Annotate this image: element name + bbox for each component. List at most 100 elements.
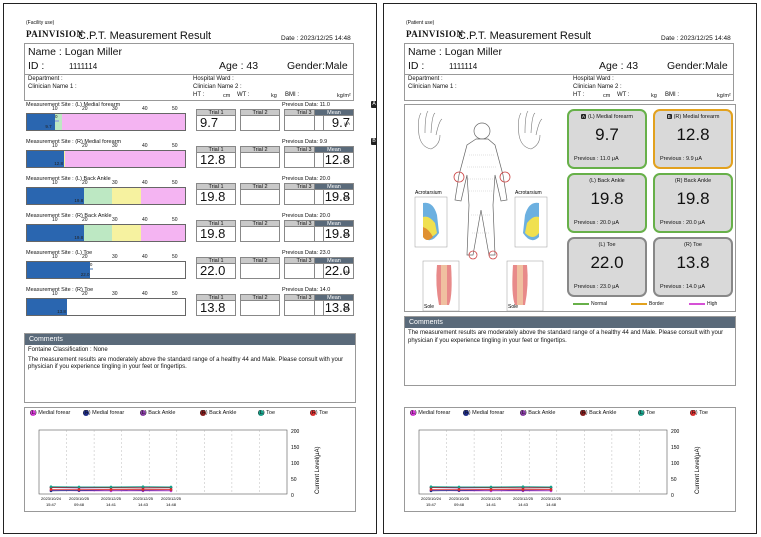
x-date-label: 2023/12/25: [481, 496, 502, 501]
trial-1-cell: Trial 1 19.8: [196, 220, 236, 242]
trial-value: [240, 153, 280, 168]
trial-1-cell: Trial 1 19.8: [196, 183, 236, 205]
card-value: 12.8: [676, 125, 710, 144]
series-point: [169, 488, 173, 491]
range-bar: 9.912.8: [26, 150, 186, 168]
scale-tick: 30: [112, 106, 118, 112]
sole-right-label: Sole: [508, 304, 518, 310]
y-tick-label: 100: [671, 461, 680, 467]
mean-value: 19.8 μA: [314, 190, 354, 205]
sole-left-icon: [422, 260, 460, 311]
x-date-label: 2023/10/25: [449, 496, 470, 501]
scale-tick: 10: [52, 180, 58, 186]
status-legend-item: Border: [631, 301, 664, 307]
report-title: C.P.T. Measurement Result: [458, 30, 592, 42]
mean-cell: Mean 22.0 μA: [314, 257, 354, 279]
weight-label: WT :: [617, 92, 630, 98]
hospital-ward: Hospital Ward :: [193, 76, 234, 82]
scale-tick: 20: [82, 291, 88, 297]
series-point: [141, 488, 145, 491]
patient-info: Name : Logan Miller ID : 1111114 Age : 4…: [24, 43, 354, 101]
current-level-bar: [27, 114, 55, 130]
mean-value: 13.8 μA: [314, 301, 354, 316]
previous-data: Previous Data: 14.0: [282, 287, 331, 293]
x-time-label: 14:43: [138, 502, 149, 507]
current-level-label: 13.8: [57, 309, 66, 314]
patient-id-label: ID :: [408, 60, 425, 72]
range-scale: 10 20 30 40 50: [26, 291, 186, 297]
x-time-label: 14:43: [518, 502, 529, 507]
trial-1-cell: Trial 1 13.8: [196, 294, 236, 316]
scale-tick: 40: [142, 143, 148, 149]
current-level-bar: [27, 151, 64, 167]
scale-tick: 30: [112, 143, 118, 149]
trial-value: 19.8: [196, 190, 236, 205]
range-bar: 11.09.7: [26, 113, 186, 131]
scale-tick: 50: [172, 217, 178, 223]
range-scale: 10 20 30 40 50: [26, 143, 186, 149]
x-time-label: 15:47: [46, 502, 57, 507]
measurement-site: Measurement Site : (L) Toe: [26, 250, 93, 256]
unit-label: μA: [344, 232, 350, 237]
trial-value: 9.7: [196, 116, 236, 131]
usage-tag: (Patient use): [406, 20, 435, 26]
card-title: (R) Toe: [684, 242, 702, 248]
result-card: (R) Back Ankle 19.8 Previous : 20.0 μA: [653, 173, 733, 233]
scale-tick: 50: [172, 291, 178, 297]
scale-tick: 30: [112, 217, 118, 223]
current-level-label: 9.7: [45, 124, 52, 129]
measurement-site: Measurement Site : (R) Back Ankle: [26, 213, 112, 219]
y-tick-label: 50: [291, 477, 297, 483]
result-card: (L) Back Ankle 19.8 Previous : 20.0 μA: [567, 173, 647, 233]
height-label: HT :: [573, 92, 585, 98]
scale-tick: 50: [172, 106, 178, 112]
x-date-label: 2023/12/25: [541, 496, 562, 501]
trial-value: 12.8: [196, 153, 236, 168]
x-date-label: 2023/12/25: [133, 496, 154, 501]
x-date-label: 2023/10/24: [41, 496, 62, 501]
series-point: [49, 488, 53, 491]
unit-label: μA: [344, 121, 350, 126]
report-title: C.P.T. Measurement Result: [78, 30, 212, 42]
patient-id: 1111114: [449, 62, 478, 71]
range-scale: 10 20 30 40 50: [26, 217, 186, 223]
unit-label: μA: [344, 195, 350, 200]
range-scale: 10 20 30 40 50: [26, 180, 186, 186]
series-point: [457, 485, 461, 489]
measurement-row: Measurement Site : (R) Medial forearm Pre…: [24, 138, 376, 177]
trial-2-cell: Trial 2: [240, 183, 280, 205]
trial-2-cell: Trial 2: [240, 220, 280, 242]
patient-id: 1111114: [69, 62, 98, 71]
marker-left-ankle-icon: [468, 250, 478, 260]
marker-left-forearm-icon: [453, 171, 465, 183]
y-tick-label: 100: [291, 461, 300, 467]
patient-info: Name : Logan Miller ID : 1111114 Age : 4…: [404, 43, 734, 101]
x-time-label: 09:48: [454, 502, 465, 507]
body-diagram: Acrotarsium Acrotarsium Sole Sole: [414, 110, 548, 311]
patient-age: Age : 43: [599, 60, 639, 72]
x-time-label: 14:48: [166, 502, 177, 507]
height-label: HT :: [193, 92, 205, 98]
height-unit: cm: [603, 93, 611, 99]
scale-tick: 40: [142, 106, 148, 112]
scale-tick: 10: [52, 291, 58, 297]
x-time-label: 14:41: [486, 502, 497, 507]
height-unit: cm: [223, 93, 231, 99]
scale-tick: 40: [142, 217, 148, 223]
mean-cell: Mean 19.8 μA: [314, 183, 354, 205]
card-previous: Previous : 23.0 μA: [574, 284, 620, 290]
status-legend: Normal Border High: [565, 301, 733, 310]
patient-age: Age : 43: [219, 60, 259, 72]
measurement-row: Measurement Site : (L) Back Ankle Previou…: [24, 176, 354, 214]
hand-left-icon: [418, 110, 443, 150]
scale-tick: 10: [52, 217, 58, 223]
measurement-site: Measurement Site : (R) Toe: [26, 287, 94, 293]
x-date-label: 2023/12/25: [101, 496, 122, 501]
comments-box: Comments The measurement results are mod…: [404, 316, 736, 386]
comments-box: Comments Fontaine Classification : None …: [24, 333, 356, 403]
scale-tick: 20: [82, 254, 88, 260]
card-title: (L) Back Ankle: [589, 178, 625, 184]
y-tick-label: 50: [671, 477, 677, 483]
range-bar: 20.019.8: [26, 224, 186, 242]
